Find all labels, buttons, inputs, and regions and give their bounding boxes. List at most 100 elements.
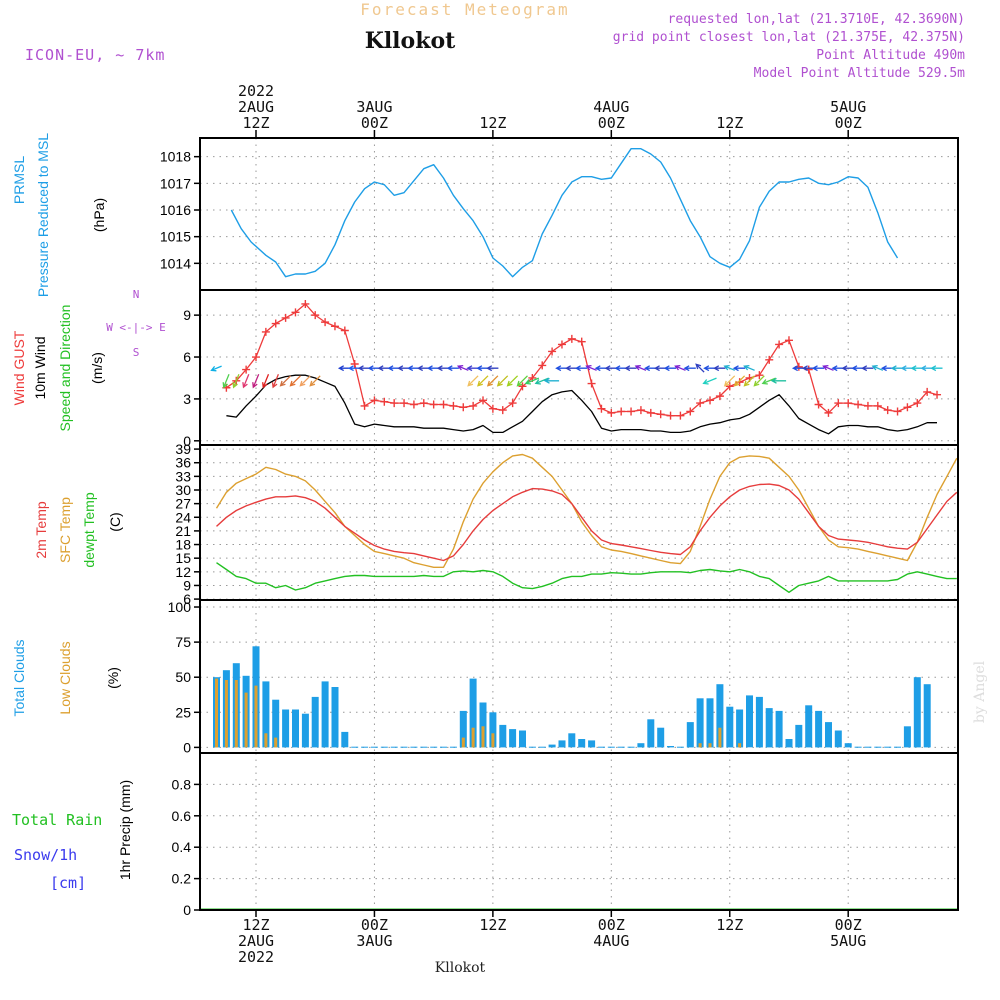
precip-units: 1hr Precip (mm) <box>117 780 133 880</box>
bottom-tick-label: 00Z <box>835 916 862 934</box>
wind-direction-arrow <box>262 374 270 389</box>
total-cloud-bar <box>696 698 704 748</box>
gust-marker <box>242 365 251 374</box>
wind-units: (m/s) <box>89 352 105 384</box>
side-labels: PRMSL Pressure Reduced to MSL (hPa) Wind… <box>11 133 166 892</box>
gust-marker <box>291 308 300 317</box>
gust-marker <box>370 396 379 405</box>
top-tick-label: 00Z <box>835 114 862 132</box>
point-altitude: Point Altitude 490m <box>816 48 965 63</box>
low-cloud-bar <box>264 733 268 748</box>
low-cloud-bar <box>244 692 248 748</box>
chart-title: Forecast Meteogram <box>360 0 569 19</box>
gust-marker <box>873 401 882 410</box>
total-cloud-bar <box>509 729 517 748</box>
dewpoint-line <box>216 562 957 593</box>
gust-marker <box>548 347 557 356</box>
model-altitude: Model Point Altitude 529.5m <box>754 66 965 81</box>
total-cloud-bar <box>479 702 487 748</box>
total-cloud-bar <box>815 710 823 748</box>
pressure-ytick-label: 1018 <box>160 149 191 165</box>
total-cloud-bar <box>499 724 507 748</box>
total-cloud-bar <box>834 730 842 748</box>
temperature-ytick-label: 39 <box>175 441 191 457</box>
total-cloud-bar <box>292 709 299 748</box>
low-cloud-bar <box>254 685 258 748</box>
gust-marker <box>419 399 428 408</box>
snow-label: Snow/1h <box>14 846 77 864</box>
bottom-tick-label: 12Z <box>242 916 269 934</box>
gust-marker <box>715 392 724 401</box>
low-cloud-bar <box>698 743 702 748</box>
total-cloud-bar <box>361 746 369 748</box>
total-cloud-bar <box>884 746 892 748</box>
gust-marker <box>863 401 872 410</box>
wind-direction-arrow <box>232 374 240 389</box>
clouds-ytick-label: 100 <box>168 599 192 615</box>
clouds-units: (%) <box>105 667 121 689</box>
total-cloud-bar <box>617 746 625 748</box>
gust-marker <box>636 406 645 415</box>
wind-direction-arrow <box>871 364 884 371</box>
pressure-units: (hPa) <box>91 198 107 232</box>
temperature-ytick-label: 15 <box>175 550 191 566</box>
pressure-ytick-label: 1015 <box>160 229 191 245</box>
wind-direction-arrow <box>713 365 726 372</box>
wind-direction-arrow <box>516 375 528 387</box>
gust-marker <box>666 411 675 420</box>
total-cloud-bar <box>380 746 388 748</box>
top-tick-label: 00Z <box>598 114 625 132</box>
total-cloud-bar <box>667 746 674 748</box>
model-label: ICON-EU, ~ 7km <box>25 46 165 64</box>
wind-direction-arrow <box>743 375 755 387</box>
clouds-ytick-label: 75 <box>175 634 191 650</box>
wind-direction-arrow <box>695 363 705 373</box>
gust-marker <box>656 410 665 419</box>
bottom-tick-label: 2022 <box>238 948 274 966</box>
temperature-ytick-label: 27 <box>175 496 191 512</box>
total-cloud-bar <box>390 746 398 748</box>
wind-10m-line <box>226 374 937 435</box>
temperature-ytick-label: 9 <box>183 577 191 593</box>
gust-marker <box>784 336 793 345</box>
wind-direction-arrow <box>524 377 540 385</box>
wind-direction-arrow <box>467 375 479 387</box>
total-cloud-bar <box>430 746 438 748</box>
gust-marker <box>834 399 843 408</box>
wind-direction-arrow <box>210 365 222 372</box>
total-clouds-label: Total Clouds <box>11 639 27 716</box>
wind-direction-arrow <box>496 375 509 387</box>
wind-direction-arrow <box>770 377 787 384</box>
location-title: Kllokot <box>365 28 456 54</box>
total-cloud-bar <box>686 722 694 748</box>
gust-marker <box>725 382 734 391</box>
dewpt-label: dewpt Temp <box>81 492 97 567</box>
total-cloud-bar <box>469 678 477 748</box>
total-cloud-bar <box>598 746 605 748</box>
gust-marker <box>824 408 833 417</box>
temp-units: (C) <box>107 512 123 531</box>
gust-marker <box>557 340 566 349</box>
footer-location: Kllokot <box>435 960 486 976</box>
top-tick-label: 00Z <box>361 114 388 132</box>
low-cloud-bar <box>718 727 722 748</box>
total-cloud-bar <box>519 730 526 748</box>
temperature-ytick-label: 33 <box>175 468 191 484</box>
precip-ytick-label: 0.4 <box>172 839 192 855</box>
total-cloud-bar <box>301 713 309 748</box>
total-cloud-bar <box>726 706 734 748</box>
wind-direction-arrow <box>822 364 834 371</box>
wind-direction-arrow <box>585 364 597 371</box>
gust-marker <box>281 313 290 322</box>
total-cloud-bar <box>854 746 862 748</box>
wind-direction-arrow <box>723 375 736 387</box>
low-cloud-bar <box>481 726 485 748</box>
low-clouds-label: Low Clouds <box>57 641 73 714</box>
total-cloud-bar <box>282 709 290 748</box>
total-cloud-bar <box>637 743 645 748</box>
gust-marker <box>607 408 616 417</box>
wind-direction-arrow <box>634 364 647 371</box>
